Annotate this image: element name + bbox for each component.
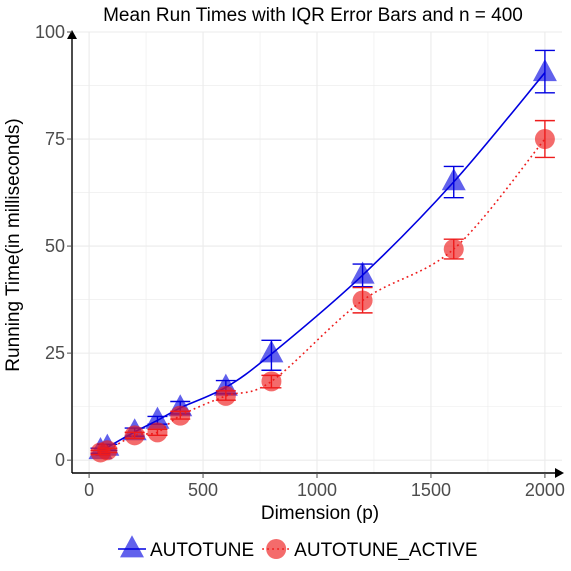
data-point — [97, 440, 118, 461]
data-point — [215, 385, 236, 406]
y-tick-label: 25 — [45, 343, 65, 363]
data-point — [261, 371, 282, 392]
legend-label: AUTOTUNE — [150, 540, 254, 561]
legend-label: AUTOTUNE_ACTIVE — [294, 540, 477, 561]
y-axis-title: Running Time(in milliseconds) — [3, 118, 24, 371]
y-axis-arrow — [67, 30, 77, 39]
x-tick-label: 2000 — [525, 480, 565, 500]
x-axis-title: Dimension (p) — [261, 503, 379, 524]
series-line — [100, 138, 546, 454]
axis-layer: 0 500 1000 1500 2000 0 25 50 75 100 — [35, 22, 565, 500]
data-point — [259, 340, 284, 363]
chart-title: Mean Run Times with IQR Error Bars and n… — [103, 5, 523, 26]
data-point — [532, 58, 557, 82]
series-autotune-active — [90, 119, 555, 463]
series-line — [100, 72, 546, 452]
legend-item-autotune: AUTOTUNE — [118, 535, 254, 561]
x-tick-label: 500 — [188, 480, 218, 500]
y-tick-label: 0 — [55, 450, 65, 470]
data-point — [443, 239, 464, 260]
legend: AUTOTUNE AUTOTUNE_ACTIVE — [118, 535, 478, 561]
y-tick-label: 75 — [45, 129, 65, 149]
legend-key-marker — [266, 539, 287, 559]
series-layer — [88, 49, 557, 463]
data-point — [124, 425, 145, 446]
x-tick-label: 1500 — [411, 480, 451, 500]
grid-layer — [72, 31, 562, 473]
data-point — [441, 168, 466, 191]
data-point — [534, 129, 555, 150]
series-autotune — [88, 49, 557, 460]
legend-item-autotune-active: AUTOTUNE_ACTIVE — [262, 539, 478, 561]
x-tick-label: 1000 — [297, 480, 337, 500]
x-tick-label: 0 — [84, 480, 94, 500]
data-point — [352, 290, 373, 311]
y-tick-label: 50 — [45, 236, 65, 256]
y-tick-label: 100 — [35, 22, 65, 42]
legend-key-marker — [120, 535, 144, 558]
x-axis-arrow — [555, 468, 564, 478]
data-point — [145, 406, 170, 429]
data-point — [350, 261, 375, 284]
data-point — [170, 405, 191, 426]
data-point — [147, 422, 168, 443]
